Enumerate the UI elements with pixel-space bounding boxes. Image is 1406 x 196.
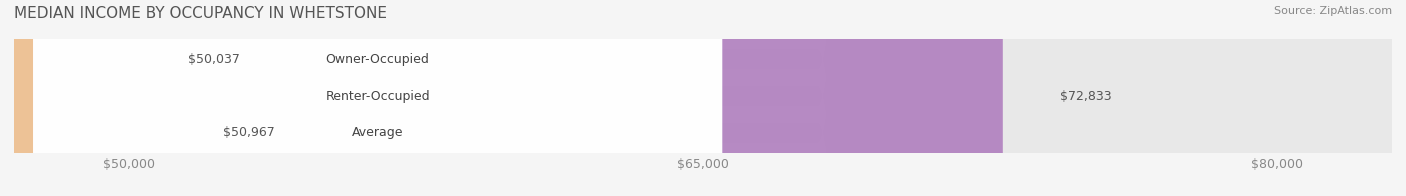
Text: Source: ZipAtlas.com: Source: ZipAtlas.com [1274, 6, 1392, 16]
FancyBboxPatch shape [0, 0, 588, 196]
FancyBboxPatch shape [34, 0, 723, 196]
FancyBboxPatch shape [14, 0, 1392, 196]
Text: Renter-Occupied: Renter-Occupied [325, 90, 430, 103]
Text: $50,037: $50,037 [188, 53, 239, 66]
Text: $50,967: $50,967 [224, 126, 276, 139]
FancyBboxPatch shape [14, 0, 1002, 196]
Text: Average: Average [352, 126, 404, 139]
FancyBboxPatch shape [34, 0, 723, 196]
Text: Owner-Occupied: Owner-Occupied [326, 53, 430, 66]
FancyBboxPatch shape [0, 0, 588, 196]
FancyBboxPatch shape [14, 0, 1392, 196]
FancyBboxPatch shape [14, 0, 1392, 196]
FancyBboxPatch shape [34, 0, 723, 196]
Text: MEDIAN INCOME BY OCCUPANCY IN WHETSTONE: MEDIAN INCOME BY OCCUPANCY IN WHETSTONE [14, 6, 387, 21]
Text: $72,833: $72,833 [1060, 90, 1112, 103]
